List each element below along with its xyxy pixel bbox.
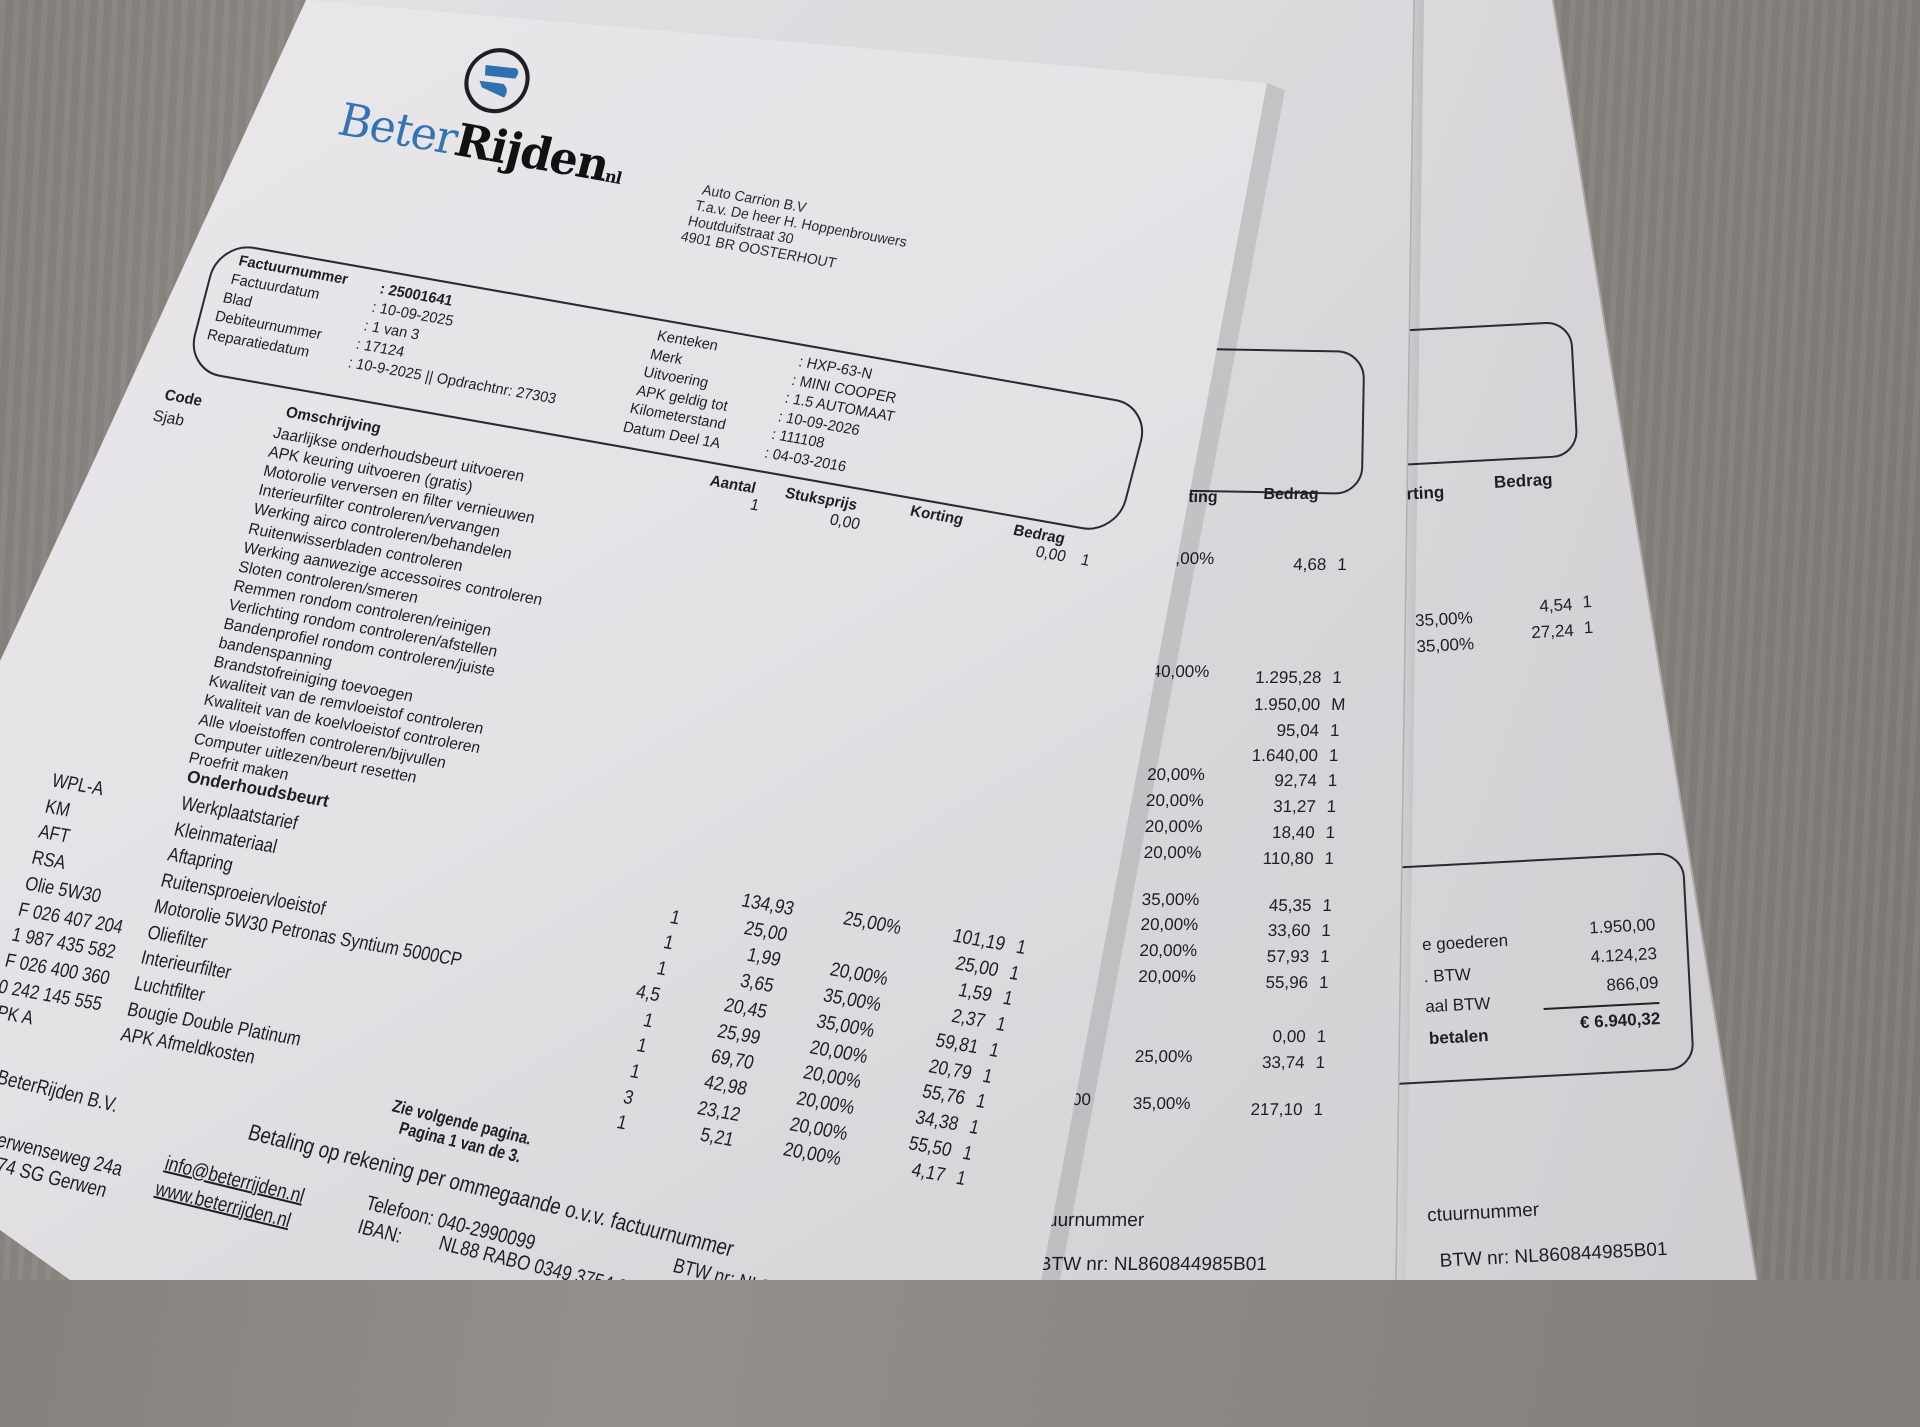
item-flag: 1 xyxy=(960,1142,975,1165)
item-flag: 1 xyxy=(953,1167,969,1191)
front-invoice-sheet xyxy=(0,0,1285,1280)
job-amount: 0,00 xyxy=(1033,543,1068,566)
unit-price-column-header: Stuksprijs xyxy=(783,484,860,515)
logo-nl: nl xyxy=(602,166,624,188)
item-flag: 1 xyxy=(973,1090,989,1114)
item-flag: 1 xyxy=(980,1064,995,1088)
company-name: BeterRijden B.V. xyxy=(0,1066,121,1118)
item-quantity xyxy=(583,864,689,883)
item-flag: 1 xyxy=(1007,962,1022,985)
logo-rijden: Rijden xyxy=(449,114,615,193)
item-code: WPL-A xyxy=(49,770,106,801)
item-code: PK A xyxy=(0,1002,36,1030)
quantity-column-header: Aantal xyxy=(708,472,758,498)
item-code: RSA xyxy=(29,847,69,875)
logo-beter: Beter xyxy=(333,93,463,166)
job-unit-price: 0,00 xyxy=(827,511,862,534)
item-flag: 1 xyxy=(967,1116,982,1139)
job-flag: 1 xyxy=(1079,551,1092,570)
item-flag: 1 xyxy=(993,1013,1009,1037)
job-quantity: 1 xyxy=(748,496,762,515)
item-code: KM xyxy=(42,795,73,822)
item-flag: 1 xyxy=(1013,936,1029,960)
code-column-header: Code xyxy=(162,386,205,410)
front-invoice-content: BeterRijdennl Auto Carrion B.V T.a.v. De … xyxy=(0,48,1226,1280)
item-flag: 1 xyxy=(987,1039,1002,1062)
beterrijden-logo-icon xyxy=(464,48,530,114)
item-flag: 1 xyxy=(1000,987,1015,1011)
item-discount: 25,00% xyxy=(840,908,904,940)
job-code: Sjab xyxy=(151,407,187,430)
item-code: AFT xyxy=(36,821,73,849)
